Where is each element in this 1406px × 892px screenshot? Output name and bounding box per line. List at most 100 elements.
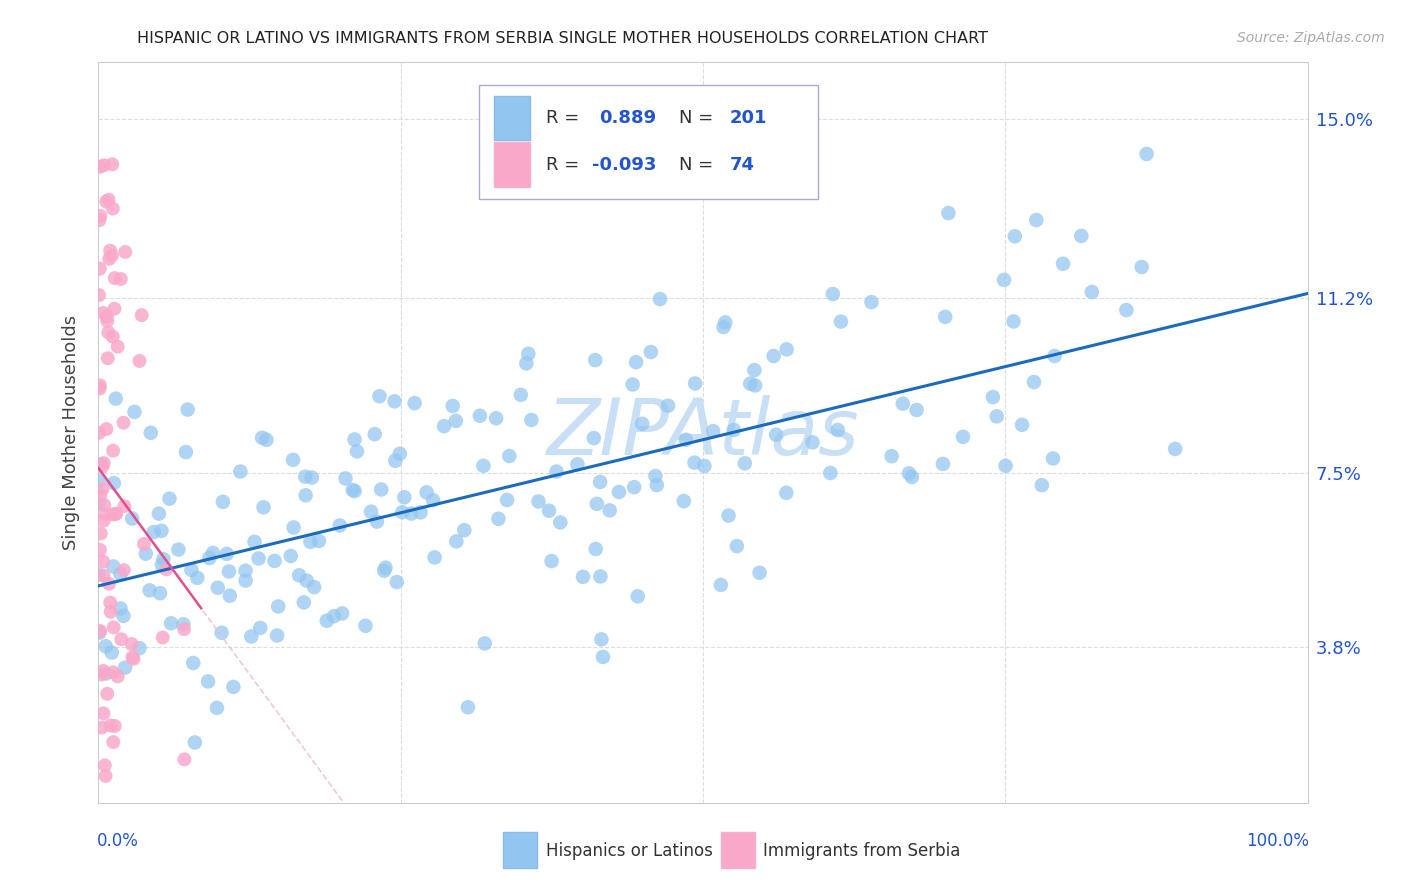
Point <box>114 660 136 674</box>
Point <box>283 520 305 534</box>
Point <box>112 500 135 514</box>
Point <box>186 571 208 585</box>
Point <box>101 508 124 522</box>
Point <box>302 580 325 594</box>
FancyBboxPatch shape <box>503 832 537 868</box>
Point <box>1130 260 1153 274</box>
Point <box>509 388 531 402</box>
Point <box>110 632 132 647</box>
Point <box>93 514 115 528</box>
Point <box>222 680 245 694</box>
Point <box>830 315 852 329</box>
Text: -0.093: -0.093 <box>592 155 657 174</box>
Point <box>486 512 509 526</box>
Point <box>201 546 224 560</box>
Y-axis label: Single Mother Households: Single Mother Households <box>62 315 80 550</box>
Point <box>1004 229 1026 244</box>
Point <box>374 560 396 574</box>
Point <box>765 427 787 442</box>
Point <box>159 491 181 506</box>
Point <box>93 498 115 512</box>
Point <box>93 456 115 470</box>
Text: 0.0%: 0.0% <box>97 832 139 850</box>
Point <box>138 583 160 598</box>
Point <box>97 351 120 366</box>
Point <box>288 568 311 582</box>
Point <box>103 620 125 634</box>
Point <box>266 628 288 642</box>
Point <box>173 752 195 766</box>
Point <box>441 399 464 413</box>
Point <box>744 363 766 377</box>
Point <box>97 193 120 207</box>
Point <box>346 444 368 458</box>
Point <box>90 457 112 471</box>
Point <box>583 353 606 368</box>
Point <box>94 758 117 772</box>
Point <box>121 650 143 665</box>
Point <box>388 447 411 461</box>
Point <box>101 329 124 343</box>
FancyBboxPatch shape <box>494 143 530 186</box>
Point <box>343 433 366 447</box>
Point <box>827 423 849 437</box>
Point <box>167 542 190 557</box>
Point <box>468 409 491 423</box>
Point <box>91 664 114 678</box>
Point <box>323 609 346 624</box>
Point <box>335 471 357 485</box>
Point <box>366 515 388 529</box>
Point <box>150 558 173 572</box>
Point <box>174 445 197 459</box>
Point <box>734 456 756 470</box>
Point <box>98 252 121 266</box>
Point <box>422 493 444 508</box>
Point <box>101 202 124 216</box>
Point <box>776 343 799 357</box>
Point <box>160 616 183 631</box>
Point <box>89 213 111 227</box>
Point <box>540 554 562 568</box>
Point <box>292 595 315 609</box>
Point <box>693 458 716 473</box>
Point <box>198 551 221 566</box>
Point <box>315 614 337 628</box>
Point <box>172 617 194 632</box>
Point <box>89 488 111 502</box>
Point <box>128 641 150 656</box>
Point <box>89 378 111 392</box>
Point <box>624 355 647 369</box>
Point <box>683 456 706 470</box>
Point <box>142 524 165 539</box>
Point <box>546 465 568 479</box>
Point <box>592 649 614 664</box>
Point <box>702 424 724 438</box>
Point <box>880 449 903 463</box>
Point <box>87 567 110 582</box>
Point <box>215 547 238 561</box>
Text: 201: 201 <box>730 109 768 127</box>
Point <box>433 419 456 434</box>
Point <box>364 427 387 442</box>
Text: N =: N = <box>679 109 718 127</box>
Point <box>243 534 266 549</box>
Point <box>496 493 519 508</box>
Point <box>149 586 172 600</box>
Point <box>122 652 145 666</box>
Point <box>891 397 914 411</box>
Point <box>801 435 824 450</box>
Point <box>648 292 671 306</box>
Point <box>89 382 111 396</box>
Point <box>97 326 120 340</box>
Point <box>235 574 257 588</box>
Point <box>994 458 1017 473</box>
Point <box>368 389 391 403</box>
Text: ZIPAtlas: ZIPAtlas <box>547 394 859 471</box>
Point <box>591 632 613 647</box>
Point <box>94 507 117 521</box>
Point <box>384 454 406 468</box>
Point <box>385 575 408 590</box>
Point <box>131 308 153 322</box>
Point <box>1164 442 1187 456</box>
Point <box>91 482 114 496</box>
